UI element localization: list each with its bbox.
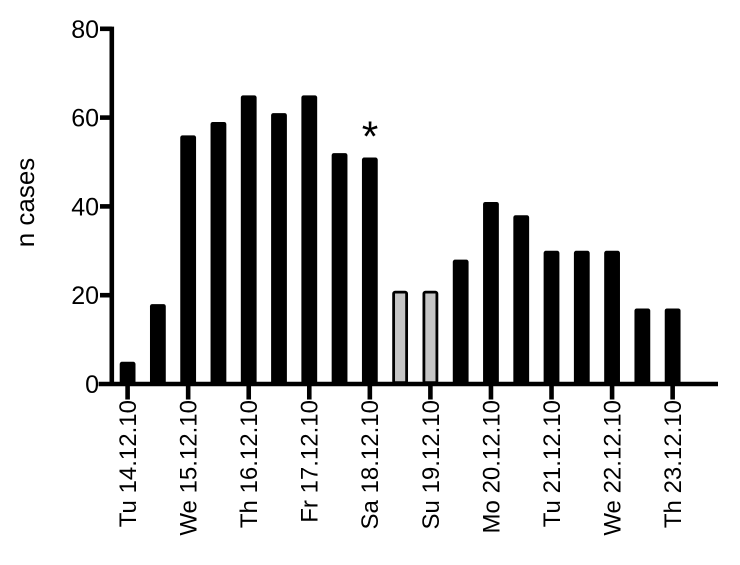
svg-text:Tu 21.12.10: Tu 21.12.10: [539, 400, 566, 527]
svg-text:Su 19.12.10: Su 19.12.10: [418, 400, 445, 529]
svg-text:We 15.12.10: We 15.12.10: [176, 400, 203, 536]
svg-text:20: 20: [71, 282, 99, 310]
svg-text:Th 16.12.10: Th 16.12.10: [236, 400, 263, 528]
svg-text:80: 80: [71, 16, 99, 44]
svg-text:40: 40: [71, 193, 99, 221]
svg-text:We 22.12.10: We 22.12.10: [599, 400, 626, 536]
svg-text:Mo 20.12.10: Mo 20.12.10: [478, 400, 505, 533]
svg-text:Sa 18.12.10: Sa 18.12.10: [357, 400, 384, 529]
svg-text:60: 60: [71, 105, 99, 133]
svg-text:n cases: n cases: [10, 158, 40, 248]
svg-text:Th 23.12.10: Th 23.12.10: [660, 400, 687, 528]
svg-text:*: *: [362, 114, 379, 161]
svg-text:0: 0: [85, 371, 99, 399]
svg-text:Tu 14.12.10: Tu 14.12.10: [115, 400, 142, 527]
svg-text:Fr 17.12.10: Fr 17.12.10: [297, 400, 324, 523]
